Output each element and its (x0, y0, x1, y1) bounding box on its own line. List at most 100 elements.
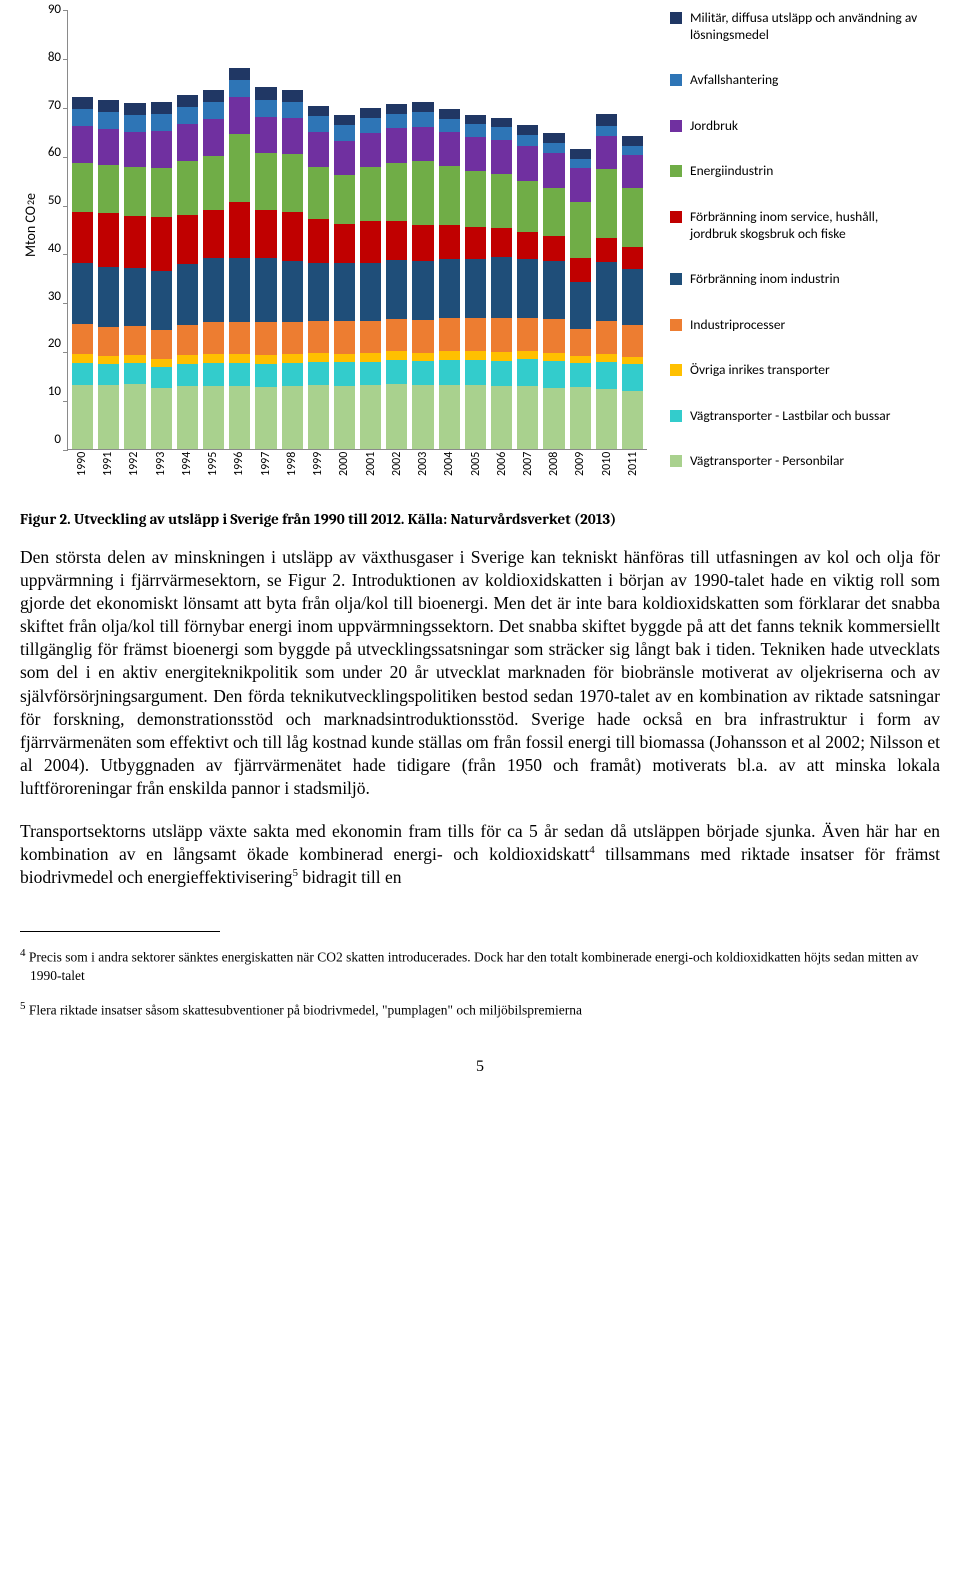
bar-segment (229, 202, 250, 258)
y-tick-label: 20 (41, 339, 61, 349)
bar-segment (622, 155, 643, 188)
bar-segment (386, 163, 407, 222)
bar-segment (177, 124, 198, 161)
legend-item: Jordbruk (670, 118, 920, 135)
bar-segment (543, 388, 564, 449)
bar-segment (282, 322, 303, 354)
y-tick-label: 0 (41, 435, 61, 445)
bar-segment (255, 100, 276, 117)
bar-segment (596, 354, 617, 362)
bar-segment (177, 364, 198, 386)
bar-segment (124, 167, 145, 216)
bar-segment (151, 367, 172, 388)
y-tick-label: 30 (41, 292, 61, 302)
bar-segment (439, 166, 460, 225)
bar-segment (570, 202, 591, 258)
bar-segment (412, 361, 433, 385)
bar-segment (360, 321, 381, 353)
x-tick-label: 1997 (259, 452, 280, 486)
bar-segment (622, 269, 643, 325)
bar-segment (491, 257, 512, 318)
bar-segment (439, 259, 460, 318)
bar-segment (255, 153, 276, 209)
bar-segment (517, 125, 538, 135)
bar-segment (491, 140, 512, 174)
bar-column (386, 10, 407, 449)
bar-segment (439, 318, 460, 351)
bar-segment (334, 354, 355, 363)
bar-segment (255, 210, 276, 259)
legend-swatch (670, 319, 682, 331)
bar-column (229, 10, 250, 449)
bar-segment (151, 271, 172, 331)
bar-segment (72, 354, 93, 364)
bar-segment (412, 320, 433, 353)
bar-segment (255, 117, 276, 154)
bar-segment (439, 360, 460, 385)
bar-segment (622, 136, 643, 146)
y-tick-label: 90 (41, 5, 61, 15)
bar-segment (334, 386, 355, 449)
legend-swatch (670, 120, 682, 132)
bar-segment (151, 330, 172, 358)
x-tick-label: 1996 (232, 452, 253, 486)
bar-segment (177, 95, 198, 107)
bar-column (596, 10, 617, 449)
bar-segment (517, 232, 538, 259)
bar-segment (517, 135, 538, 146)
bar-segment (570, 329, 591, 356)
bar-segment (229, 322, 250, 354)
legend-swatch (670, 74, 682, 86)
bar-segment (203, 363, 224, 386)
bar-column (439, 10, 460, 449)
x-tick-label: 2007 (521, 452, 542, 486)
bar-segment (308, 353, 329, 362)
x-tick-label: 1993 (154, 452, 175, 486)
bar-segment (412, 353, 433, 361)
bar-segment (229, 68, 250, 80)
x-tick-label: 1998 (285, 452, 306, 486)
bar-segment (72, 97, 93, 109)
bar-segment (151, 388, 172, 449)
bar-segment (386, 114, 407, 129)
bar-segment (308, 167, 329, 218)
legend-item: Förbränning inom industrin (670, 271, 920, 288)
x-tick-label: 2000 (337, 452, 358, 486)
y-tick-label: 60 (41, 148, 61, 158)
legend-swatch (670, 455, 682, 467)
bar-segment (282, 154, 303, 213)
bar-segment (465, 115, 486, 125)
plot-region (67, 10, 647, 450)
bar-column (570, 10, 591, 449)
bar-segment (124, 103, 145, 115)
bar-segment (334, 224, 355, 263)
bar-segment (334, 362, 355, 386)
bar-segment (151, 131, 172, 168)
bar-column (491, 10, 512, 449)
bar-segment (465, 259, 486, 318)
x-tick-label: 2004 (442, 452, 463, 486)
bar-segment (98, 356, 119, 365)
bar-segment (439, 351, 460, 360)
bar-segment (412, 127, 433, 161)
bar-column (465, 10, 486, 449)
legend: Militär, diffusa utsläpp och användning … (660, 10, 920, 470)
legend-swatch (670, 364, 682, 376)
bar-segment (386, 319, 407, 351)
bar-segment (491, 386, 512, 449)
x-tick-label: 2006 (495, 452, 516, 486)
bar-segment (255, 364, 276, 387)
bar-segment (203, 156, 224, 210)
bar-segment (360, 133, 381, 167)
legend-item: Energiindustrin (670, 163, 920, 180)
legend-label: Jordbruk (690, 118, 738, 135)
bar-segment (98, 165, 119, 214)
bar-segment (334, 175, 355, 224)
bar-segment (491, 352, 512, 361)
bar-segment (177, 107, 198, 124)
bar-segment (491, 318, 512, 352)
bar-segment (203, 354, 224, 363)
x-tick-label: 2001 (364, 452, 385, 486)
x-tick-label: 2002 (390, 452, 411, 486)
bar-segment (124, 384, 145, 449)
